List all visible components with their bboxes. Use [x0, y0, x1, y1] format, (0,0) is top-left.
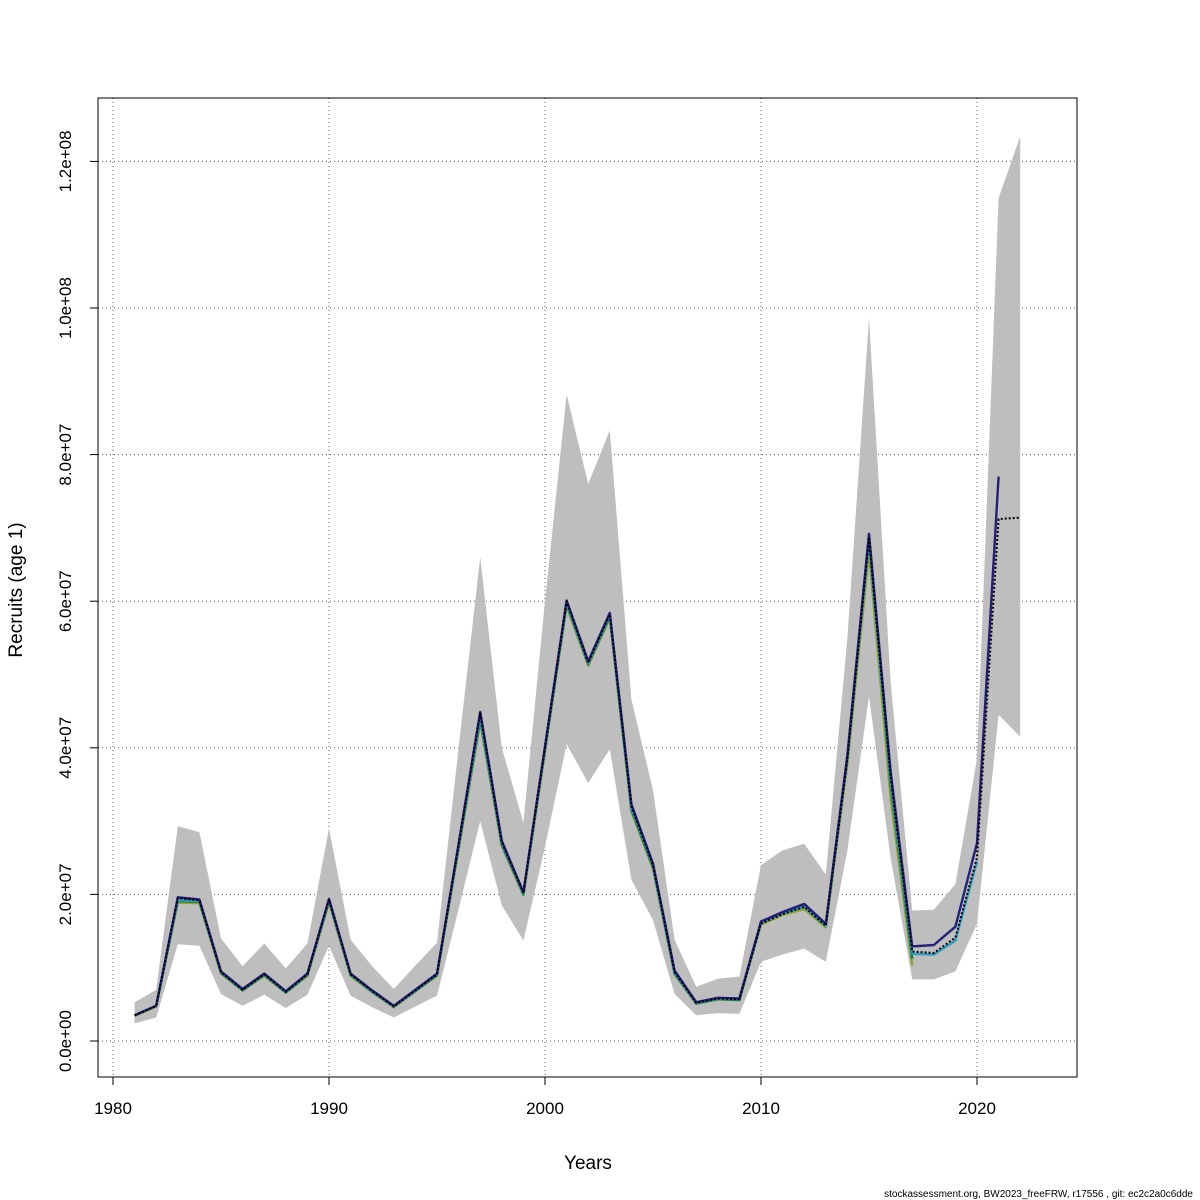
y-tick-label: 4.0e+07 [56, 717, 75, 779]
confidence-band-layer [134, 136, 1021, 1024]
y-tick-label: 6.0e+07 [56, 570, 75, 632]
x-tick-label: 1980 [94, 1099, 132, 1118]
y-tick-label: 1.2e+08 [56, 130, 75, 192]
x-tick-label: 1990 [310, 1099, 348, 1118]
series-layer [134, 476, 1021, 1018]
y-tick-label: 8.0e+07 [56, 424, 75, 486]
x-tick-label: 2010 [742, 1099, 780, 1118]
axes: 1980 1990 2000 2010 2020 0.0e+00 2.0e+07 4.0e+0… [56, 130, 996, 1118]
y-tick-label: 0.0e+00 [56, 1010, 75, 1072]
y-tick-label: 2.0e+07 [56, 863, 75, 925]
series-line-0 [134, 516, 1021, 1017]
y-axis-title: Recruits (age 1) [6, 522, 27, 657]
x-tick-label: 2020 [958, 1099, 996, 1118]
footer-credit: stockassessment.org, BW2023_freeFRW, r17… [884, 1189, 1193, 1200]
x-tick-label: 2000 [526, 1099, 564, 1118]
y-tick-label: 1.0e+08 [56, 277, 75, 339]
x-axis-title: Years [564, 1153, 612, 1174]
confidence-band [134, 136, 1021, 1024]
plot-frame [97, 97, 1078, 1078]
